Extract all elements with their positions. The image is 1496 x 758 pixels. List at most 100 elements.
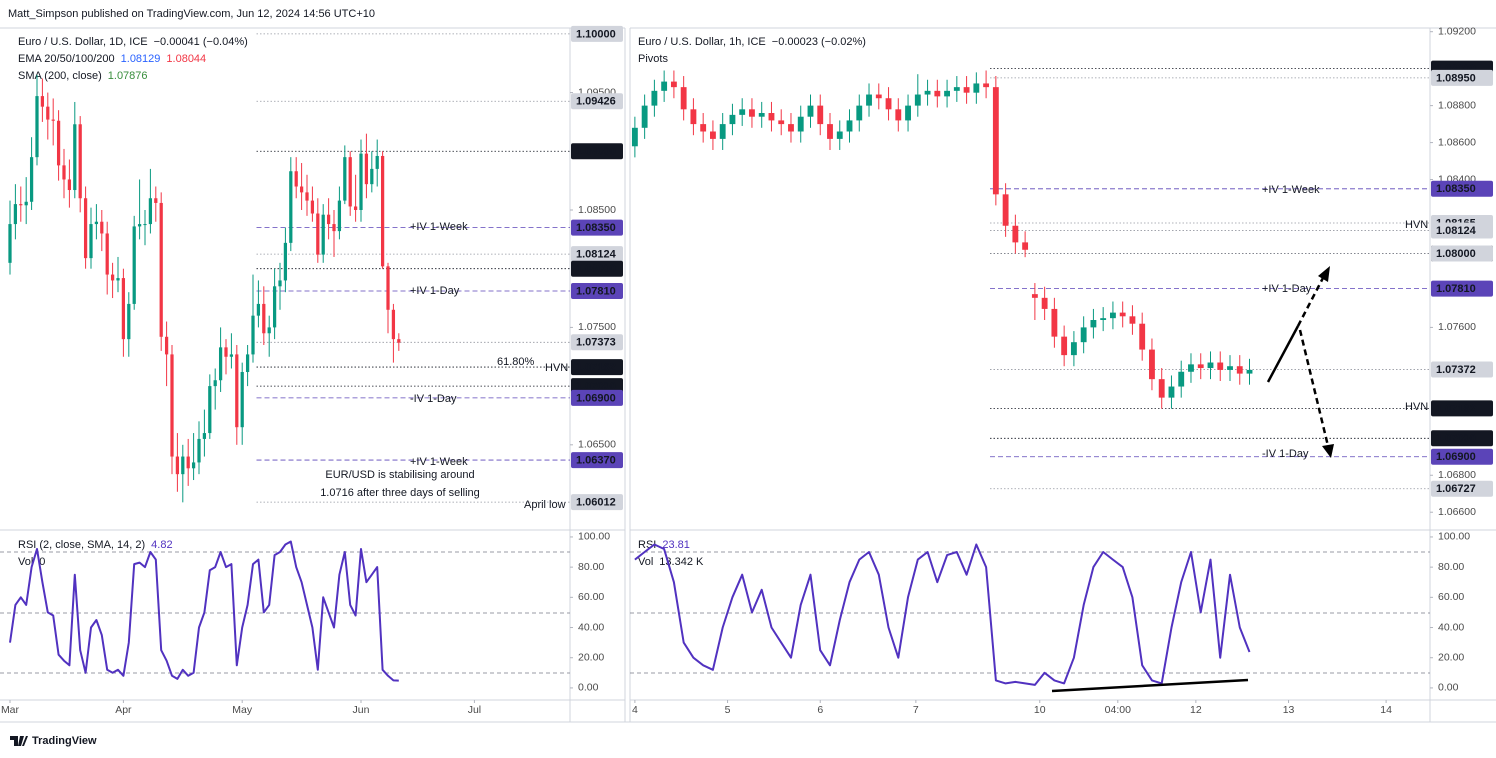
price-tag-label: 1.06900 [576,392,616,404]
candle-body [67,179,72,191]
candle-body [110,274,115,281]
candle-body [1041,297,1048,309]
candle-body [397,339,401,343]
price-tag-label: 1.06727 [1436,483,1476,495]
candle-body [670,81,677,88]
price-tag [571,143,623,160]
price-tag-label: 1.07373 [576,337,616,349]
candle-body [1178,371,1185,387]
candle-body [289,171,293,243]
candle-body [240,372,244,428]
price-tag-label: 1.08124 [1436,225,1477,237]
legend-line: SMA (200, close) 1.07876 [18,70,148,82]
price-tag-label: 1.08350 [1436,183,1476,195]
price-tag [571,260,623,277]
candle-body [100,221,104,234]
candle-body [56,120,61,166]
legend-text: Euro / U.S. Dollar, 1D, ICE [18,36,148,48]
price-tag [1431,69,1493,86]
candle-body [1002,194,1009,226]
candle-body [1070,342,1077,356]
candle-body [251,315,255,355]
candle-body [1022,242,1029,250]
x-tick-label: May [232,704,253,716]
candle-body [778,120,785,125]
x-tick-label: 7 [913,704,919,716]
legend-text: 13.342 K [659,556,704,568]
candle-body [992,87,999,195]
candle-body [846,120,853,132]
price-tag [571,452,623,469]
candle-body [680,87,687,110]
price-tag-label: 1.08000 [576,263,616,275]
candle-body [386,266,390,310]
candle-body [719,124,726,139]
candle-body [1236,366,1243,374]
candle-body [229,354,234,357]
price-tag [1431,430,1493,447]
legend-line: RSI (2, close, SMA, 14, 2) 4.82 [18,539,173,551]
publish-header: Matt_Simpson published on TradingView.co… [8,8,375,20]
legend-text: 4.82 [151,539,172,551]
y-tick-label: 1.08600 [1438,136,1476,148]
logo-icon [10,736,28,746]
candle-body [807,105,814,117]
candle-body [700,124,707,132]
candle-body [321,214,325,255]
candle-body [1061,336,1068,356]
price-tag-label: 1.09000 [576,146,616,158]
price-tag [571,283,623,300]
price-tag [571,334,623,351]
candle-body [1197,364,1204,369]
legend-text: −0.00023 (−0.02%) [772,36,866,48]
legend-text: 1.08044 [166,53,206,65]
candle-body [245,354,250,373]
x-tick-label: 13 [1283,704,1295,716]
candle-body [1031,294,1038,298]
x-tick-label: Mar [1,704,20,716]
candle-body [283,242,288,281]
candle-body [213,380,217,387]
candle-body [332,224,336,232]
price-tag [1431,222,1493,239]
y-tick-label: 0.00 [578,682,599,694]
candle-body [1119,312,1126,317]
candle-body [181,456,185,475]
candle-body [739,109,746,115]
candle-body [391,309,396,340]
y-tick-label: 20.00 [1438,652,1464,664]
y-tick-label: 1.06500 [578,439,616,451]
price-tag [1431,480,1493,497]
legend-line: Vol 13.342 K [638,556,704,568]
candle-body [83,198,88,259]
price-tag-label: 1.08124 [576,249,617,261]
legend-line: RSI 23.81 [638,539,690,551]
candle-body [294,171,298,187]
arrow-segment [1266,325,1300,383]
price-tag [1431,180,1493,197]
candle-body [278,280,282,287]
y-tick-label: 1.06600 [1438,506,1476,518]
candle-body [631,127,638,147]
candle-body [224,347,228,357]
price-tag-label: 1.06900 [1436,451,1476,463]
price-tag-label: 1.07162 [1436,403,1476,415]
price-tag [571,246,623,263]
candle-body [1158,379,1165,398]
legend-text: SMA (200, close) [18,70,102,82]
candle-body [953,87,960,91]
price-tag [571,389,623,406]
candle-body [875,94,882,99]
candle-body [817,105,824,125]
y-tick-label: 1.08500 [578,204,616,216]
candle-body [197,438,201,463]
x-tick-label: 04:00 [1105,704,1131,716]
y-tick-label: 1.09200 [1438,25,1476,37]
candle-body [262,303,266,334]
candle-body [13,204,18,225]
candle-body [768,113,775,121]
footer-brand: TradingView [32,735,97,747]
candle-body [1217,362,1224,370]
chart-layer: Euro / U.S. Dollar, 1D, ICE −0.00041 (−0.… [1,25,1493,716]
